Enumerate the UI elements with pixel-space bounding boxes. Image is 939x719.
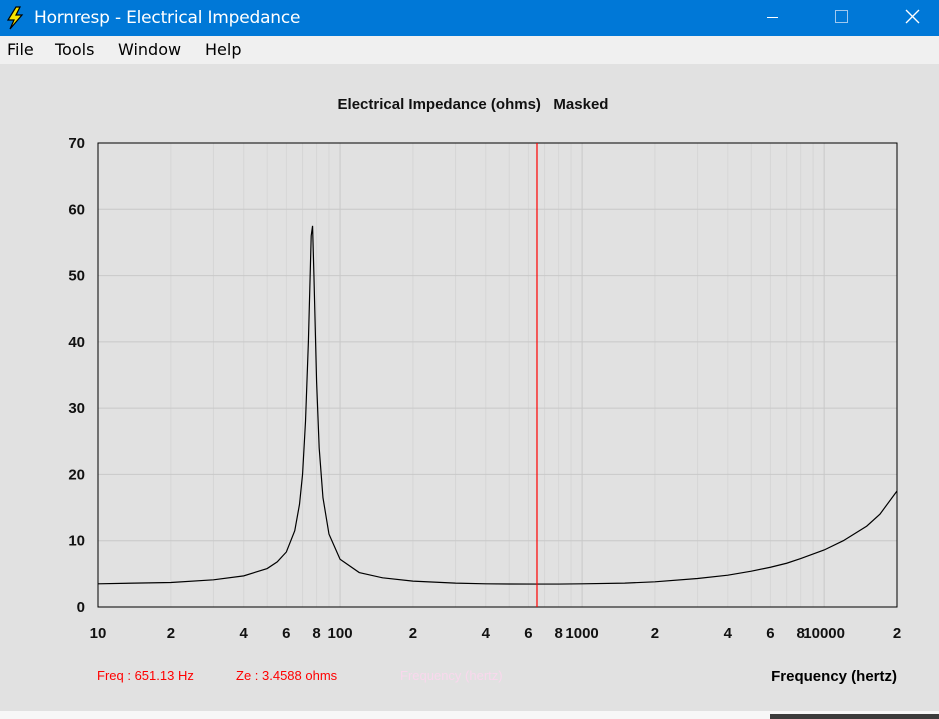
menu-window[interactable]: Window	[118, 40, 182, 59]
y-tick-label: 10	[68, 533, 85, 550]
x-tick-label: 2	[409, 625, 417, 642]
x-tick-label: 2	[651, 625, 659, 642]
y-tick-label: 0	[77, 599, 85, 616]
impedance-curve	[97, 225, 898, 585]
plot-frame	[97, 142, 898, 608]
x-tick-label: 4	[240, 625, 249, 642]
maximize-button[interactable]	[818, 0, 864, 36]
window-bottom-edge	[0, 711, 939, 719]
maximize-icon	[835, 10, 848, 23]
menu-tools[interactable]: Tools	[55, 40, 95, 59]
y-tick-labels: 0 10 20 30 40 50 60 70	[68, 135, 85, 616]
x-tick-label: 8	[554, 625, 562, 642]
close-icon	[905, 9, 920, 24]
y-tick-label: 40	[68, 334, 85, 351]
x-tick-label: 6	[524, 625, 532, 642]
taskbar-fragment	[770, 714, 939, 719]
title-bar: Hornresp - Electrical Impedance	[0, 0, 939, 36]
menu-bar: File Tools Window Help	[0, 36, 939, 64]
x-tick-label: 2	[893, 625, 901, 642]
y-tick-label: 50	[68, 268, 85, 285]
x-tick-label: 10000	[803, 625, 845, 642]
menu-file[interactable]: File	[7, 40, 34, 59]
lightning-bolt-icon	[6, 6, 24, 30]
window-title: Hornresp - Electrical Impedance	[34, 8, 301, 28]
impedance-chart[interactable]: Electrical Impedance (ohms) Masked 01020…	[0, 64, 939, 711]
minimize-button[interactable]	[750, 0, 796, 36]
chart-title: Electrical Impedance (ohms) Masked	[338, 96, 609, 113]
x-tick-label: 4	[724, 625, 733, 642]
minimize-icon	[767, 17, 778, 18]
ze-readout: Ze : 3.4588 ohms	[236, 668, 338, 683]
x-tick-label: 2	[167, 625, 175, 642]
x-tick-label: 8	[312, 625, 320, 642]
freq-readout: Freq : 651.13 Hz	[97, 668, 194, 683]
x-tick-label: 6	[282, 625, 290, 642]
menu-help[interactable]: Help	[205, 40, 242, 59]
y-tick-label: 60	[68, 201, 85, 218]
y-tick-label: 70	[68, 135, 85, 152]
grid-lines	[98, 143, 897, 607]
x-tick-label: 10	[90, 625, 107, 642]
x-tick-label: 6	[766, 625, 774, 642]
x-tick-label: 100	[328, 625, 353, 642]
chart-area: Electrical Impedance (ohms) Masked 0 10 20…	[0, 64, 939, 711]
x-tick-label: 1000	[565, 625, 598, 642]
y-tick-label: 20	[68, 466, 85, 483]
x-axis-label: Frequency (hertz)	[771, 668, 897, 685]
x-tick-label: 4	[482, 625, 491, 642]
close-button[interactable]	[889, 0, 935, 36]
faint-label: Frequency (hertz)	[400, 668, 503, 683]
x-tick-label: 8	[797, 625, 805, 642]
y-tick-label: 30	[68, 400, 85, 417]
